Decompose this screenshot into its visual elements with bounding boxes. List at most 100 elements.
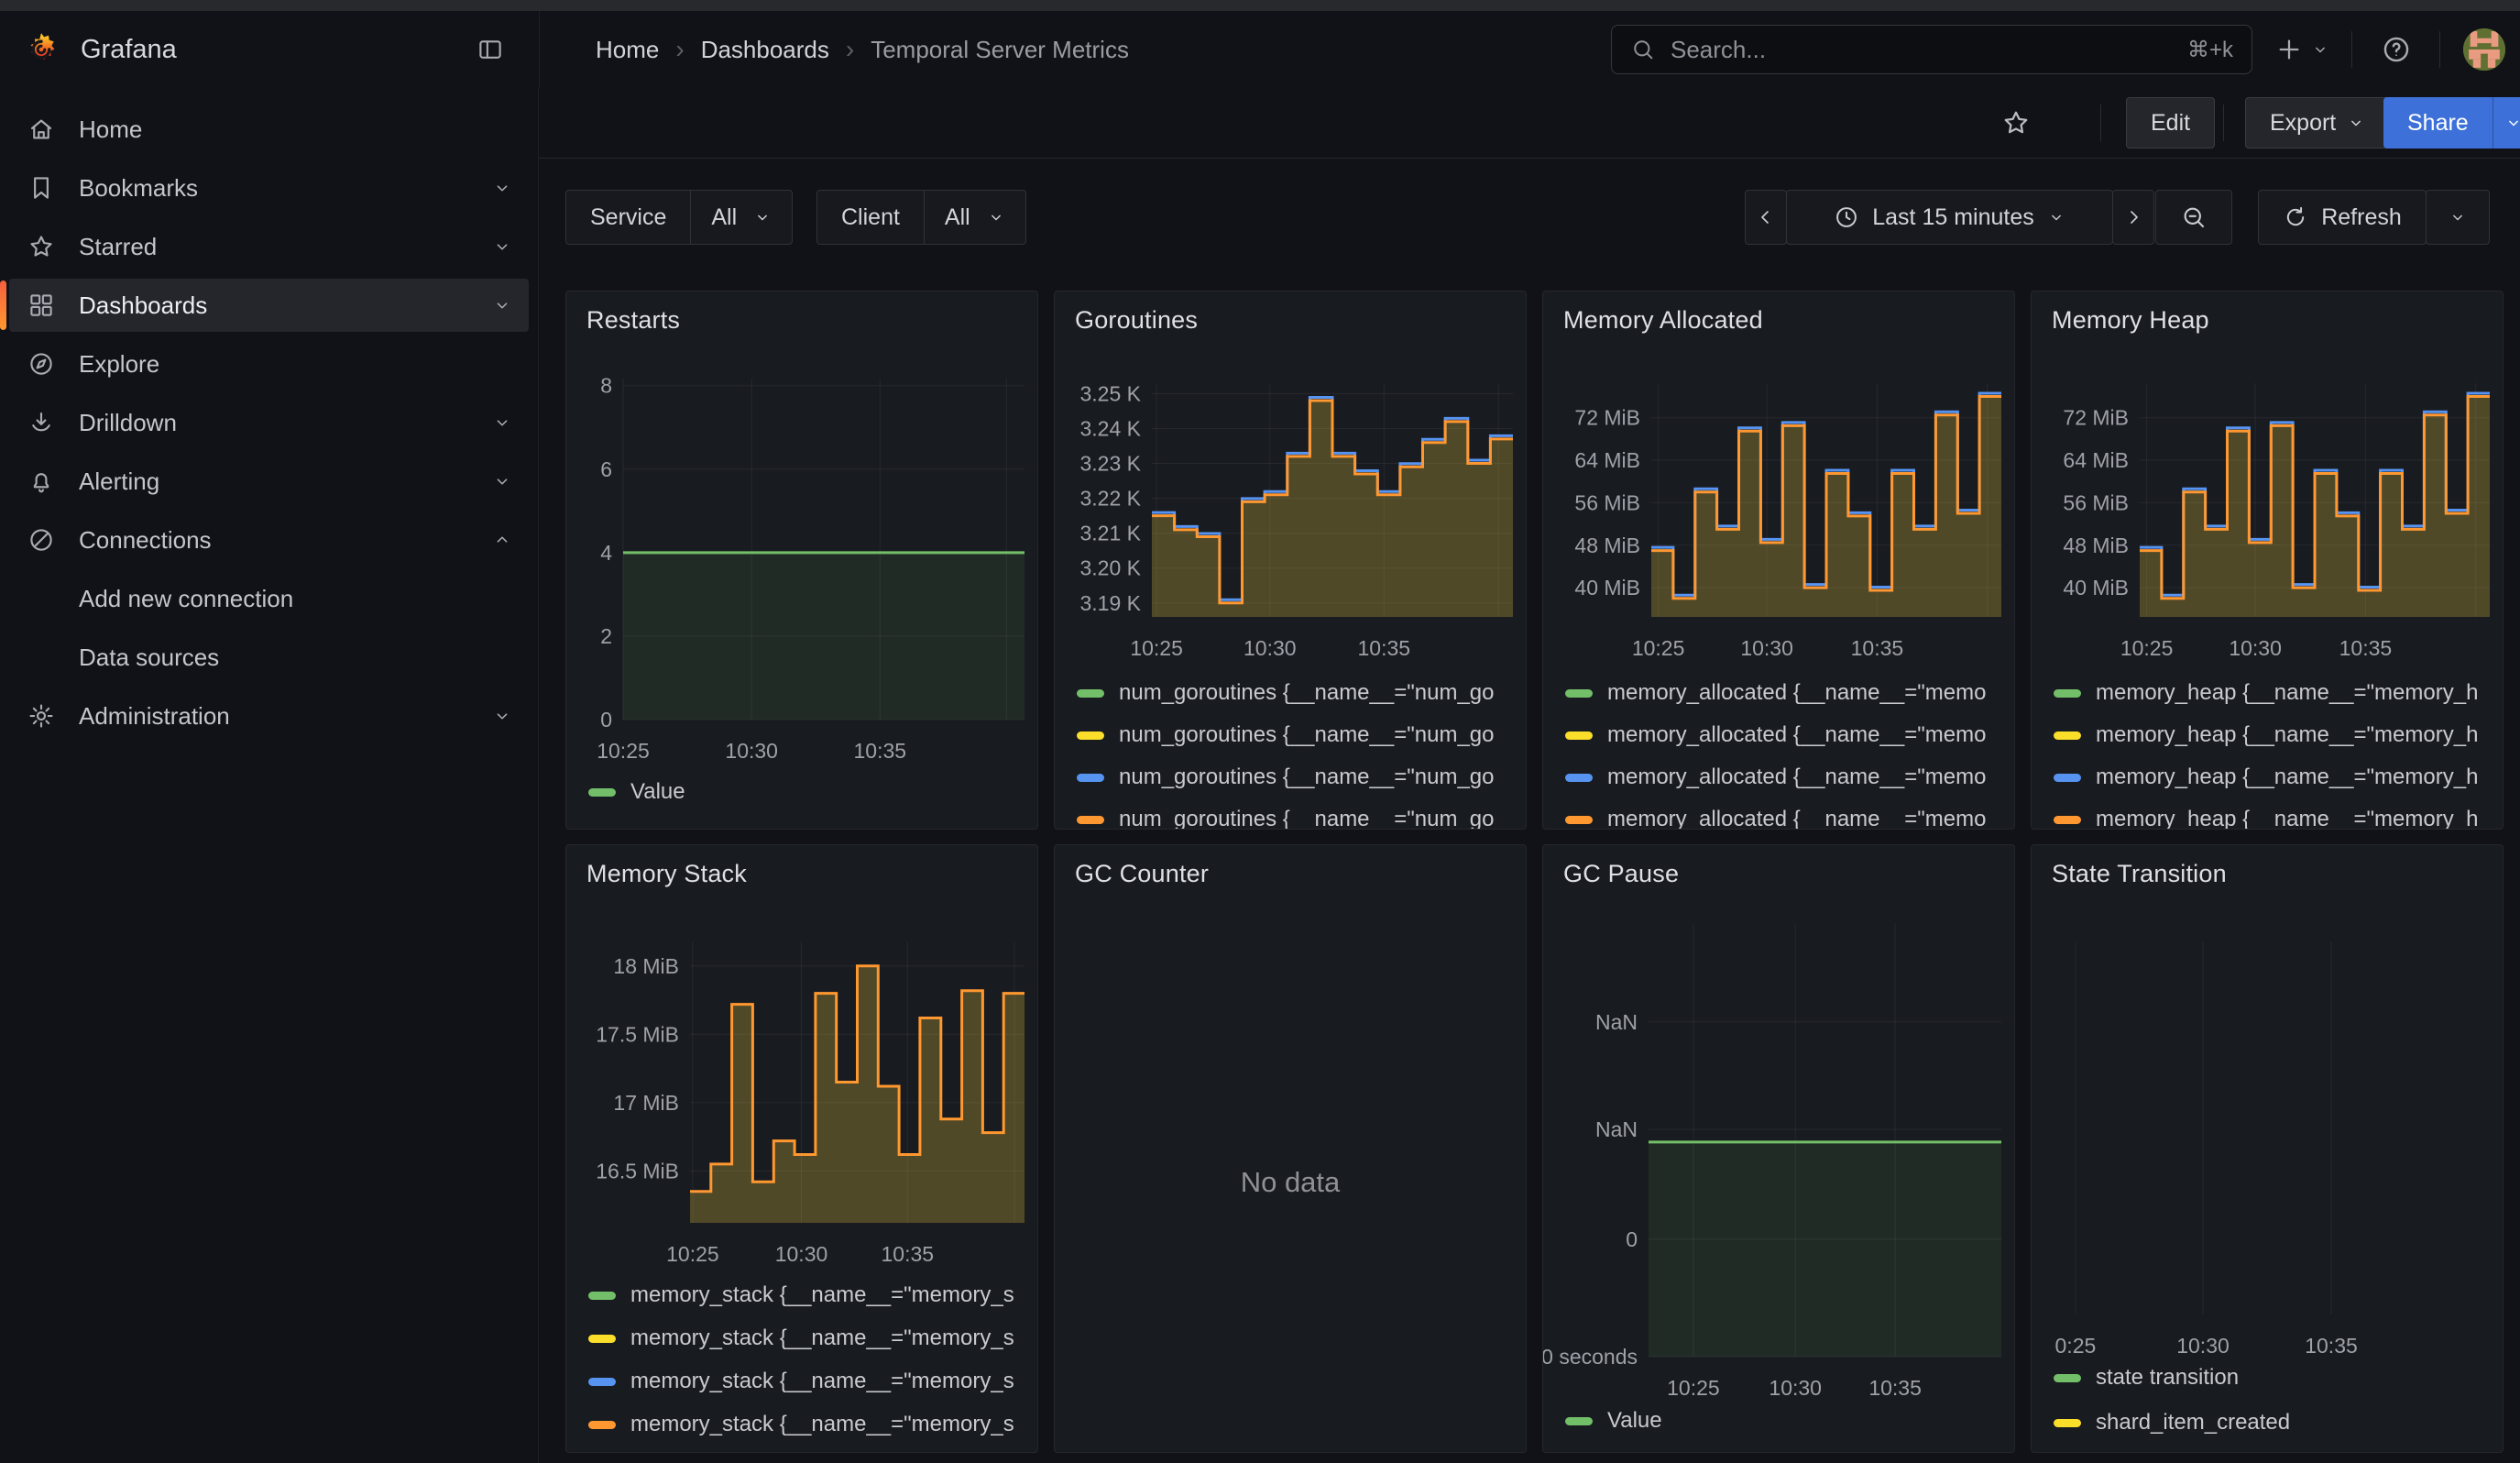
legend-item[interactable]: memory_allocated {__name__="memo <box>1565 680 2009 706</box>
refresh-button[interactable]: Refresh <box>2258 190 2427 245</box>
grafana-logo[interactable] <box>24 32 59 67</box>
sidebar-item-home[interactable]: Home <box>9 103 529 156</box>
chevron-down-icon <box>2047 208 2065 226</box>
bookmark-icon <box>27 174 55 202</box>
time-shift-back-button[interactable] <box>1745 190 1787 245</box>
star-icon <box>2001 108 2031 138</box>
legend-item[interactable]: memory_stack {__name__="memory_s <box>588 1326 1032 1351</box>
sidebar-item-add-new-connection[interactable]: Add new connection <box>9 572 529 625</box>
zoomout-icon <box>2180 204 2208 231</box>
legend-item[interactable]: memory_heap {__name__="memory_h <box>2054 722 2497 748</box>
sidebar-item-connections[interactable]: Connections <box>9 513 529 566</box>
zoom-out-button[interactable] <box>2155 190 2232 245</box>
legend-series-color <box>588 1378 616 1386</box>
legend-series-label: num_goroutines {__name__="num_go <box>1119 807 1495 830</box>
legend-series-color <box>1565 774 1593 782</box>
chevron-right-icon <box>2122 206 2144 228</box>
legend-item[interactable]: memory_stack {__name__="memory_s <box>588 1282 1032 1308</box>
sidebar-item-starred[interactable]: Starred <box>9 220 529 273</box>
panel-gc-counter: GC CounterNo data <box>1054 844 1527 1453</box>
sidebar-item-administration[interactable]: Administration <box>9 689 529 742</box>
svg-text:10:25: 10:25 <box>597 739 650 763</box>
favorite-star-button[interactable] <box>2001 108 2031 138</box>
legend-item[interactable]: state transition <box>2054 1365 2497 1391</box>
chart-state-transition[interactable]: 0:2510:3010:35 <box>2032 845 2504 1453</box>
svg-text:17.5 MiB: 17.5 MiB <box>596 1022 679 1046</box>
legend-item[interactable]: num_goroutines {__name__="num_go <box>1077 764 1520 790</box>
legend-item[interactable]: memory_heap {__name__="memory_h <box>2054 680 2497 706</box>
sidebar-item-label: Home <box>79 116 142 144</box>
refresh-interval-dropdown[interactable] <box>2426 190 2490 245</box>
svg-text:10:35: 10:35 <box>2339 636 2393 660</box>
legend-item[interactable]: memory_stack {__name__="memory_s <box>588 1412 1032 1437</box>
chart-gc-pause[interactable]: 10:2510:3010:35NaNNaN00 seconds <box>1543 845 2015 1453</box>
avatar[interactable] <box>2463 28 2505 71</box>
legend-series-color <box>2054 774 2081 782</box>
legend-series-color <box>2054 1374 2081 1382</box>
svg-text:6: 6 <box>600 457 612 481</box>
filter-value-dropdown[interactable]: All <box>691 191 792 244</box>
search-input[interactable]: Search... ⌘+k <box>1611 25 2252 74</box>
svg-text:10:35: 10:35 <box>1358 636 1411 660</box>
svg-text:10:30: 10:30 <box>2176 1334 2230 1358</box>
panel-state-transition: State Transition0:2510:3010:35state tran… <box>2031 844 2504 1453</box>
panel-gc-pause: GC Pause10:2510:3010:35NaNNaN00 secondsV… <box>1542 844 2015 1453</box>
legend-item[interactable]: Value <box>1565 1408 2009 1434</box>
sidebar-item-dashboards[interactable]: Dashboards <box>9 279 529 332</box>
chevron-down-icon <box>492 706 512 726</box>
svg-text:56 MiB: 56 MiB <box>2063 490 2129 514</box>
panel-title[interactable]: State Transition <box>2052 860 2227 888</box>
filter-service[interactable]: ServiceAll <box>565 190 793 245</box>
breadcrumb-dashboards[interactable]: Dashboards <box>701 36 829 64</box>
legend-item[interactable]: memory_stack {__name__="memory_s <box>588 1369 1032 1394</box>
sidebar-item-alerting[interactable]: Alerting <box>9 455 529 508</box>
legend-item[interactable]: num_goroutines {__name__="num_go <box>1077 807 1520 830</box>
grafana-app: Grafana Home › Dashboards › Temporal Ser… <box>0 0 2520 1463</box>
legend-item[interactable]: memory_allocated {__name__="memo <box>1565 807 2009 830</box>
share-button[interactable]: Share <box>2383 97 2493 148</box>
sidebar-item-explore[interactable]: Explore <box>9 337 529 390</box>
panel-title[interactable]: GC Counter <box>1075 860 1209 888</box>
legend-item[interactable]: memory_allocated {__name__="memo <box>1565 722 2009 748</box>
chevron-down-icon <box>2449 208 2467 226</box>
legend-item[interactable]: Value <box>588 779 1032 805</box>
panel-title[interactable]: Memory Heap <box>2052 306 2209 335</box>
header-divider <box>539 11 540 88</box>
legend-item[interactable]: memory_heap {__name__="memory_h <box>2054 764 2497 790</box>
legend-series-label: memory_heap {__name__="memory_h <box>2096 764 2478 790</box>
svg-text:18 MiB: 18 MiB <box>613 954 679 978</box>
dock-menu-button[interactable] <box>477 36 504 63</box>
legend-item[interactable]: num_goroutines {__name__="num_go <box>1077 680 1520 706</box>
export-button[interactable]: Export <box>2245 97 2390 148</box>
time-range-picker[interactable]: Last 15 minutes <box>1786 190 2113 245</box>
legend-item[interactable]: memory_heap {__name__="memory_h <box>2054 807 2497 830</box>
legend-item[interactable]: memory_allocated {__name__="memo <box>1565 764 2009 790</box>
legend: memory_allocated {__name__="memo memory_a… <box>1565 680 2009 830</box>
add-new-button[interactable] <box>2274 35 2329 64</box>
legend-item[interactable]: num_goroutines {__name__="num_go <box>1077 722 1520 748</box>
panel-title[interactable]: Goroutines <box>1075 306 1198 335</box>
share-button-group: Share <box>2383 97 2520 148</box>
filter-value-dropdown[interactable]: All <box>925 191 1025 244</box>
edit-button[interactable]: Edit <box>2126 97 2215 148</box>
sidebar-item-drilldown[interactable]: Drilldown <box>9 396 529 449</box>
legend-item[interactable]: shard_item_created <box>2054 1410 2497 1436</box>
panel-title[interactable]: Restarts <box>586 306 680 335</box>
share-dropdown-button[interactable] <box>2493 97 2520 148</box>
filter-client[interactable]: ClientAll <box>816 190 1026 245</box>
window-strip <box>0 0 2520 11</box>
sidebar-item-label: Drilldown <box>79 409 177 437</box>
sidebar-item-bookmarks[interactable]: Bookmarks <box>9 161 529 214</box>
svg-text:8: 8 <box>600 374 612 398</box>
chart-restarts[interactable]: 10:2510:3010:3586420 <box>566 292 1038 830</box>
header-separator <box>2351 31 2352 68</box>
time-shift-forward-button[interactable] <box>2112 190 2154 245</box>
sidebar-item-data-sources[interactable]: Data sources <box>9 631 529 684</box>
sidebar-item-label: Bookmarks <box>79 174 198 203</box>
breadcrumb-home[interactable]: Home <box>596 36 659 64</box>
panel-title[interactable]: GC Pause <box>1563 860 1679 888</box>
panel-title[interactable]: Memory Stack <box>586 860 747 888</box>
panel-title[interactable]: Memory Allocated <box>1563 306 1763 335</box>
question-icon <box>2381 34 2412 65</box>
help-button[interactable] <box>2381 34 2412 65</box>
